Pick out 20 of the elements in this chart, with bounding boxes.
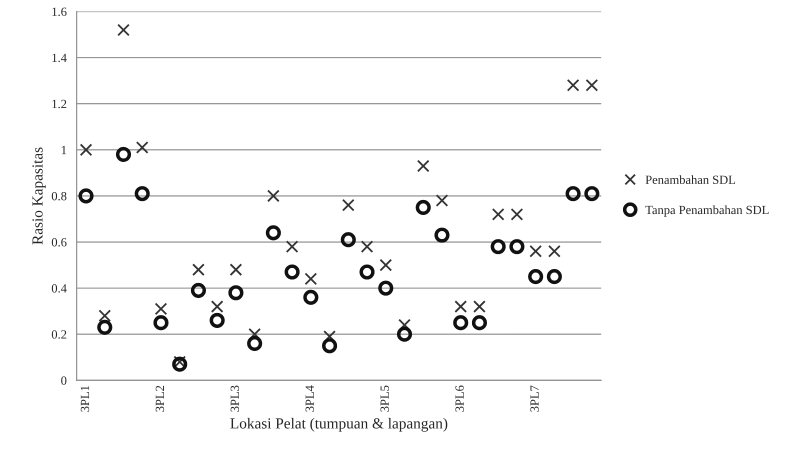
legend-label: Tanpa Penambahan SDL — [645, 205, 769, 217]
x-tick-label: 3PL4 — [306, 385, 314, 412]
x-tick-label: 3PL6 — [455, 386, 464, 412]
y-tick-label: 0.8 — [52, 192, 66, 200]
y-tick-label: 0.2 — [52, 330, 66, 339]
x-tick-label: 3PL5 — [380, 386, 389, 412]
x-tick-label: 3PL3 — [230, 386, 240, 412]
x-tick-label: 3PL7 — [530, 386, 539, 412]
y-tick-label: 0 — [61, 376, 66, 385]
x-tick-label: 3PL2 — [156, 386, 164, 412]
y-tick-label: 0.4 — [52, 284, 67, 293]
y-tick-label: 1 — [62, 146, 66, 154]
y-tick-label: 1.4 — [52, 54, 67, 62]
y-tick-label: 0.6 — [52, 238, 67, 247]
legend-label: Penambahan SDL — [646, 175, 736, 184]
y-axis-title: Rasio Kapasitas — [32, 147, 46, 244]
y-tick-label: 1.6 — [52, 8, 67, 16]
x-axis-title: Lokasi Pelat (tumpuan & lapangan) — [230, 418, 448, 432]
x-tick-label: 3PL1 — [80, 386, 90, 412]
y-tick-label: 1.2 — [52, 100, 66, 108]
